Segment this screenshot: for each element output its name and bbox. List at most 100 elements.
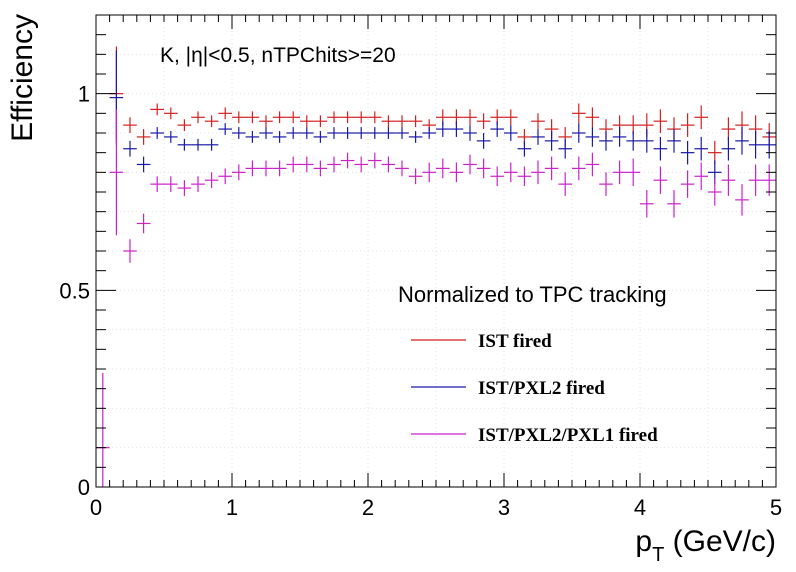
data-point xyxy=(232,164,246,181)
legend-entry: IST/PXL2/PXL1 fired xyxy=(411,425,658,446)
data-point xyxy=(762,131,776,159)
data-point xyxy=(136,213,151,234)
data-point xyxy=(490,121,504,137)
y-tick-label: 0 xyxy=(78,475,90,500)
legend-entry: IST fired xyxy=(411,331,552,352)
data-point xyxy=(354,111,368,124)
data-point xyxy=(504,162,518,183)
data-point xyxy=(504,109,518,126)
data-point xyxy=(504,125,518,141)
data-point xyxy=(123,140,137,157)
data-points xyxy=(96,46,776,487)
data-point xyxy=(449,162,464,183)
data-point xyxy=(191,176,205,192)
data-point xyxy=(259,160,273,177)
x-tick-label: 0 xyxy=(90,495,102,520)
data-point xyxy=(232,127,246,139)
data-point xyxy=(436,158,450,179)
data-point xyxy=(558,172,572,196)
data-point xyxy=(300,156,314,173)
data-point xyxy=(245,111,260,124)
data-point xyxy=(340,111,355,124)
data-point xyxy=(177,119,192,132)
data-point xyxy=(177,180,192,196)
data-point xyxy=(354,127,368,139)
data-point xyxy=(653,166,668,194)
data-point xyxy=(109,109,124,236)
data-point xyxy=(354,156,368,173)
data-point xyxy=(612,160,627,185)
data-point xyxy=(204,172,219,189)
data-point xyxy=(272,131,287,143)
data-point xyxy=(517,166,532,187)
data-point xyxy=(272,160,287,177)
data-point xyxy=(463,125,477,141)
data-point xyxy=(762,164,776,196)
data-point xyxy=(708,140,722,165)
data-point xyxy=(327,127,341,139)
x-tick-label: 2 xyxy=(362,495,374,520)
data-point xyxy=(680,140,695,165)
data-point xyxy=(381,115,396,128)
data-point xyxy=(368,127,382,139)
data-point xyxy=(218,107,232,120)
data-point xyxy=(164,131,178,143)
data-point xyxy=(232,111,246,124)
data-point xyxy=(259,127,273,139)
data-point xyxy=(408,115,423,128)
data-point xyxy=(748,164,763,196)
y-axis-label: Efficiency xyxy=(6,14,39,142)
data-point xyxy=(476,113,491,130)
data-point xyxy=(599,131,613,151)
legend-label: IST/PXL2/PXL1 fired xyxy=(478,425,658,446)
data-point xyxy=(680,113,695,137)
data-point xyxy=(680,170,695,198)
data-point xyxy=(286,156,300,173)
data-point xyxy=(218,123,232,135)
data-point xyxy=(490,166,504,187)
data-point xyxy=(136,129,151,145)
data-point xyxy=(259,115,273,128)
data-point xyxy=(164,107,178,120)
data-point xyxy=(313,131,328,143)
data-point xyxy=(368,152,382,169)
data-point xyxy=(640,129,654,153)
data-point xyxy=(694,136,708,161)
data-point xyxy=(572,156,586,181)
data-point xyxy=(286,127,300,139)
data-point xyxy=(653,136,668,161)
data-point xyxy=(327,156,341,173)
data-point xyxy=(585,127,600,147)
data-point xyxy=(531,160,545,185)
data-point xyxy=(381,156,396,173)
tick-labels: 0 1 2 3 4 5 0 0.5 1 xyxy=(59,82,782,520)
data-point xyxy=(585,152,600,177)
x-tick-label: 4 xyxy=(634,495,646,520)
x-tick-label: 1 xyxy=(226,495,238,520)
data-point xyxy=(191,138,205,151)
data-point xyxy=(531,113,545,130)
data-point xyxy=(517,140,532,157)
data-point xyxy=(735,184,749,216)
data-point xyxy=(476,158,491,179)
data-point xyxy=(408,168,423,185)
data-point xyxy=(368,111,382,124)
legend-title: Normalized to TPC tracking xyxy=(398,282,667,307)
data-point xyxy=(177,138,192,151)
legend: Normalized to TPC tracking IST fired IST/… xyxy=(398,282,667,446)
data-point xyxy=(572,103,586,124)
data-point xyxy=(748,131,763,159)
y-tick-label: 0.5 xyxy=(59,278,90,303)
data-point xyxy=(340,127,355,139)
data-point xyxy=(123,117,137,133)
data-point xyxy=(612,127,627,147)
x-tick-label: 5 xyxy=(770,495,782,520)
x-axis-label-subscript: T xyxy=(652,544,664,566)
data-point xyxy=(572,123,586,143)
data-point xyxy=(531,129,545,145)
data-point xyxy=(408,131,423,143)
data-point xyxy=(204,115,219,128)
data-point xyxy=(300,115,314,128)
